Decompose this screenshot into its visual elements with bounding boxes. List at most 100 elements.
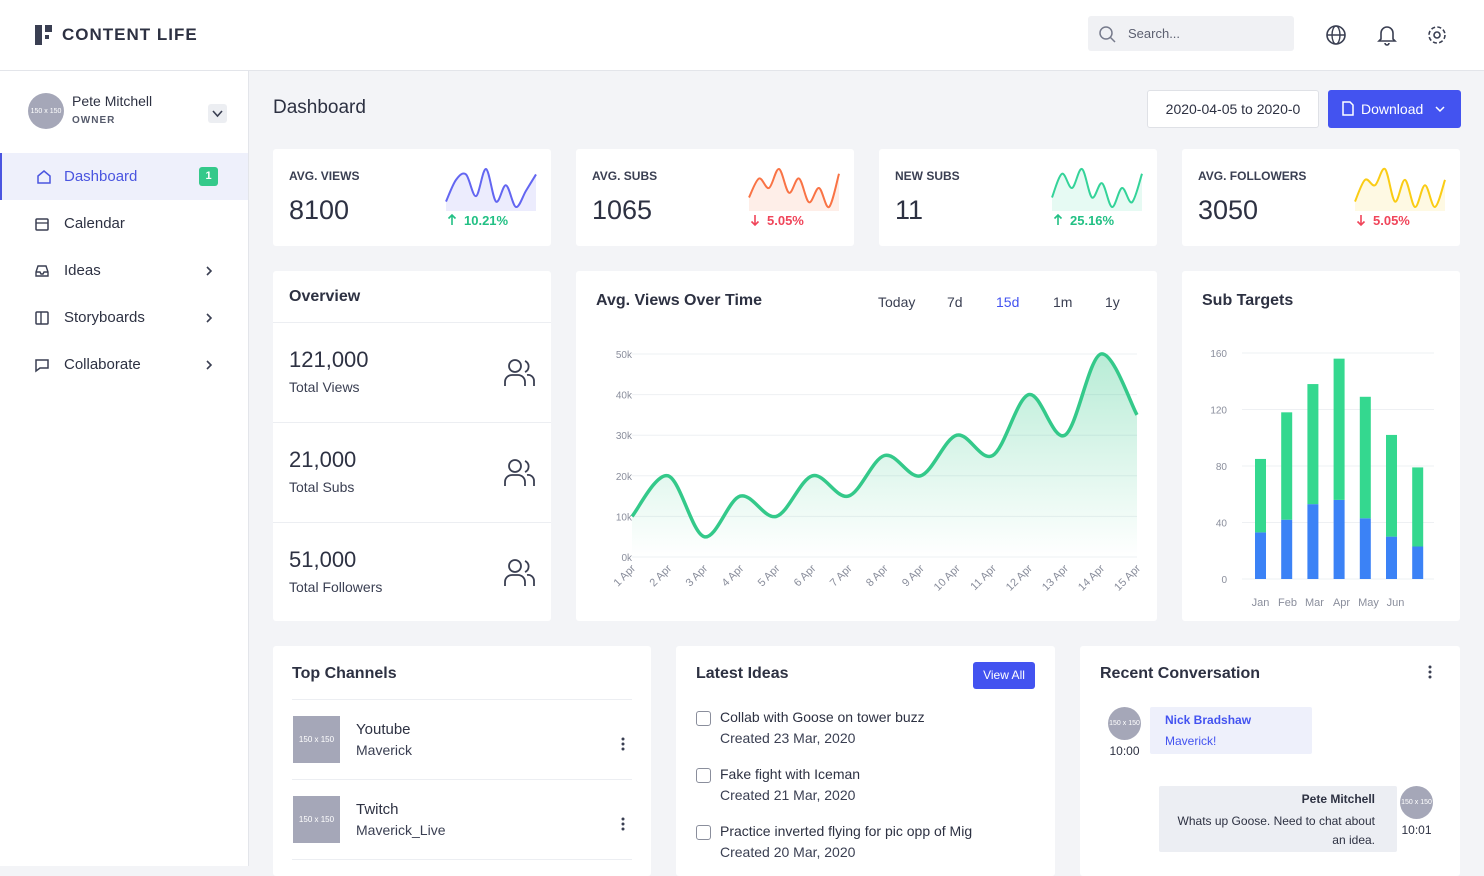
stat-label: NEW SUBS	[895, 169, 960, 183]
chat-time: 10:01	[1401, 823, 1432, 837]
channel-thumb: 150 x 150	[293, 796, 340, 843]
stat-card: AVG. FOLLOWERS 3050 5.05%	[1182, 149, 1460, 246]
idea-title: Fake fight with Iceman	[720, 766, 861, 782]
sparkline-line	[748, 168, 840, 209]
y-tick-label: 50k	[616, 350, 633, 361]
download-label: Download	[1361, 101, 1424, 117]
metric-value: 121,000	[289, 347, 369, 372]
range-tab[interactable]: 7d	[947, 294, 963, 310]
divider	[292, 779, 632, 780]
x-tick-label: 14 Apr	[1076, 562, 1107, 593]
sub-targets-card: Sub Targets 0 40 80 120 160 Jan Feb Mar Apr May Ju…	[1182, 271, 1460, 621]
stat-label: AVG. FOLLOWERS	[1198, 169, 1307, 183]
nav-item[interactable]: Dashboard 1	[0, 153, 248, 200]
stat-label: AVG. VIEWS	[289, 169, 360, 183]
metric-value: 21,000	[289, 447, 357, 472]
bar	[1333, 499, 1345, 579]
y-tick-label: 160	[1210, 349, 1227, 360]
bar	[1386, 434, 1397, 537]
chat-text: Whats up Goose. Need to chat about an id…	[1177, 814, 1375, 847]
kebab-menu[interactable]	[620, 736, 626, 752]
divider	[292, 699, 632, 700]
nav-item[interactable]: Calendar	[0, 200, 248, 247]
users-icon	[504, 359, 535, 386]
y-tick-label: 80	[1216, 462, 1228, 473]
divider	[273, 322, 551, 323]
trend-arrow	[750, 215, 760, 227]
view-all-button[interactable]: View All	[973, 662, 1035, 689]
user-avatar: 150 x 150	[28, 93, 64, 129]
nav-label: Dashboard	[64, 168, 138, 185]
globe-icon[interactable]	[1325, 24, 1347, 46]
x-tick-label: 6 Apr	[792, 562, 819, 589]
bar-chart: 0 40 80 120 160 Jan Feb Mar Apr May Jun	[1210, 349, 1434, 609]
chat-avatar: 150 x 150	[1400, 786, 1433, 819]
user-menu-toggle[interactable]	[208, 104, 227, 123]
nav-icon	[35, 311, 49, 325]
caret	[1435, 106, 1445, 113]
stat-value: 11	[895, 195, 924, 225]
chat-bubble: Nick Bradshaw Maverick!	[1150, 707, 1312, 754]
range-tab[interactable]: 15d	[996, 294, 1020, 310]
nav-icon	[35, 218, 49, 231]
ideas-card: Latest Ideas View All Collab with Goose …	[676, 646, 1055, 876]
nav-chevron	[206, 266, 213, 276]
download-button[interactable]: Download	[1328, 90, 1461, 128]
x-tick-label: 1 Apr	[611, 562, 638, 589]
x-tick-label: Feb	[1278, 597, 1297, 609]
nav-item[interactable]: Collaborate	[0, 341, 248, 388]
views-card: Avg. Views Over Time Today 7d 15d 1m 1y 0k 10…	[576, 271, 1157, 621]
search-placeholder: Search...	[1128, 26, 1181, 41]
checkbox[interactable]	[696, 825, 711, 840]
nav-label: Calendar	[64, 215, 125, 232]
card-title: Sub Targets	[1202, 292, 1294, 309]
range-tab[interactable]: Today	[878, 294, 916, 310]
y-tick-label: 0k	[621, 553, 633, 564]
sparkline	[1354, 167, 1446, 211]
x-tick-label: Jan	[1252, 597, 1270, 609]
nav-label: Ideas	[64, 262, 101, 279]
logo-icon	[35, 25, 52, 45]
card-title: Overview	[289, 288, 361, 305]
stat-change: 5.05%	[1373, 213, 1410, 228]
search-box[interactable]: Search...	[1088, 16, 1294, 51]
x-tick-label: 13 Apr	[1040, 562, 1071, 593]
bar	[1333, 358, 1345, 500]
chat-avatar: 150 x 150	[1108, 707, 1141, 740]
x-tick-label: 8 Apr	[864, 562, 891, 589]
bell-icon[interactable]	[1376, 24, 1398, 46]
brand: CONTENT LIFE	[62, 25, 198, 44]
y-tick-label: 20k	[616, 472, 633, 483]
date-range[interactable]: 2020-04-05 to 2020-0	[1147, 90, 1319, 128]
checkbox[interactable]	[696, 768, 711, 783]
users-icon	[504, 459, 535, 486]
sparkline	[748, 168, 840, 211]
sparkline-area	[1355, 168, 1445, 211]
nav-item[interactable]: Storyboards	[0, 294, 248, 341]
channel-handle: Maverick_Live	[356, 822, 446, 838]
icon	[504, 460, 535, 486]
metric-label: Total Followers	[289, 579, 383, 595]
settings-icon[interactable]	[1426, 24, 1448, 46]
users-icon	[504, 559, 535, 586]
chat-time: 10:00	[1109, 744, 1140, 758]
sparkline-line	[1354, 167, 1446, 209]
trend-arrow	[447, 213, 457, 225]
range-tab[interactable]: 1y	[1105, 294, 1120, 310]
chat-author: Nick Bradshaw	[1165, 713, 1252, 727]
divider	[292, 859, 632, 860]
checkbox[interactable]	[696, 711, 711, 726]
sparkline-area	[749, 168, 839, 211]
conversation-card: Recent Conversation 150 x 150 10:00 Nick…	[1080, 646, 1460, 876]
kebab-menu[interactable]	[620, 816, 626, 832]
divider	[273, 422, 551, 423]
arrow	[447, 213, 457, 225]
x-tick-label: 15 Apr	[1112, 562, 1143, 593]
stat-value: 1065	[592, 195, 653, 225]
kebab-menu[interactable]	[1427, 664, 1433, 680]
nav-item[interactable]: Ideas	[0, 247, 248, 294]
area	[632, 353, 1137, 557]
nav-label: Collaborate	[64, 356, 141, 373]
range-tab[interactable]: 1m	[1053, 294, 1073, 310]
